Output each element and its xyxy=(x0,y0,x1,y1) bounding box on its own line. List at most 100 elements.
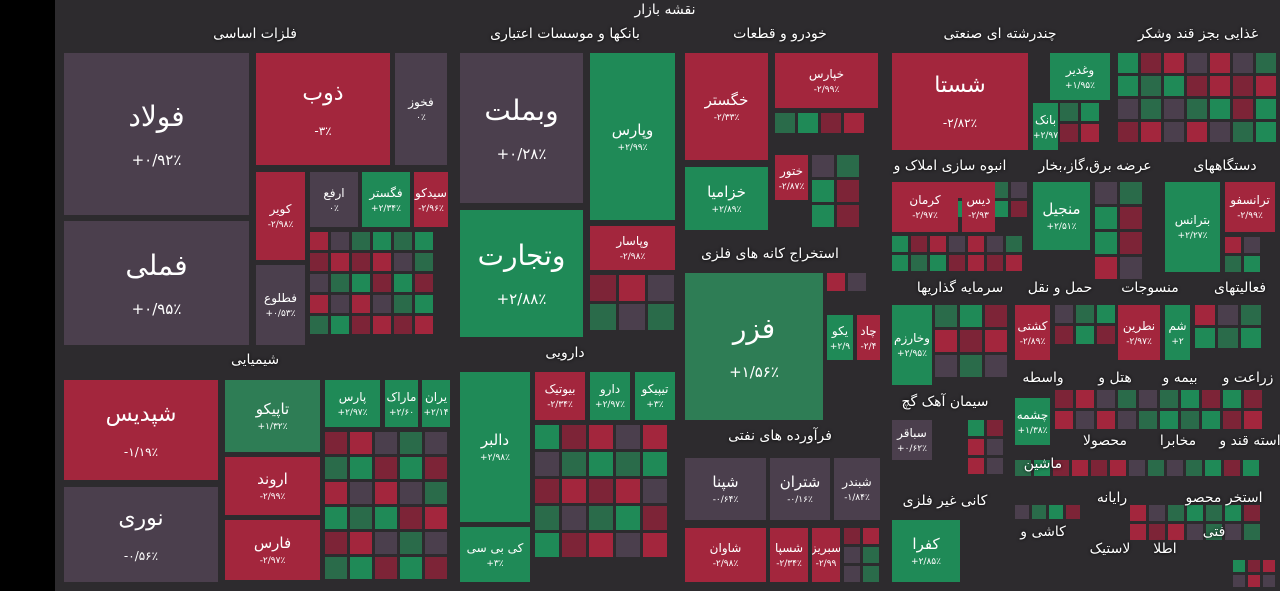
stock-name: فملی xyxy=(125,248,188,282)
filler-cell xyxy=(1055,390,1073,408)
stock-change: +۰/۵۳٪ xyxy=(265,309,296,319)
filler-cell xyxy=(375,532,397,554)
filler-cell xyxy=(844,566,860,582)
stock-tile: دیس -۲/۹۳ xyxy=(962,182,995,232)
sector-label: زراعت و xyxy=(1222,370,1274,386)
filler-cell xyxy=(987,439,1003,455)
filler-cell xyxy=(352,316,370,334)
filler-cell xyxy=(1167,460,1183,476)
stock-name: ذوب xyxy=(302,80,344,106)
sector-label: بیمه و xyxy=(1162,370,1198,386)
stock-name: فخوز xyxy=(408,95,434,109)
filler-cell xyxy=(375,482,397,504)
filler-cell xyxy=(425,532,447,554)
filler-cell xyxy=(1015,460,1031,476)
filler-cell xyxy=(1032,505,1046,519)
stock-change: +۰/۶۲٪ xyxy=(897,444,927,454)
stock-name: پارس xyxy=(338,389,367,404)
filler-cell xyxy=(968,458,984,474)
filler-cell xyxy=(1187,99,1207,119)
filler-cell xyxy=(949,255,965,271)
filler-cell xyxy=(1139,390,1157,408)
filler-cell xyxy=(643,533,667,557)
stock-tile: خپارس -۲/۹۹٪ xyxy=(775,53,878,108)
filler-cell xyxy=(1225,256,1241,272)
filler-cell xyxy=(1015,505,1029,519)
stock-change: -۲/۳۳٪ xyxy=(713,112,740,123)
filler-cell xyxy=(1053,460,1069,476)
stock-tile: وپارس +۲/۹۹٪ xyxy=(590,53,675,220)
filler-cell xyxy=(619,275,645,301)
stock-tile: بترانس +۲/۲۷٪ xyxy=(1165,182,1220,272)
filler-cell xyxy=(844,528,860,544)
filler-cell xyxy=(1187,122,1207,142)
filler-cell xyxy=(373,253,391,271)
filler-cell xyxy=(1011,201,1027,217)
sector-label: مخابرا xyxy=(1159,433,1197,449)
filler-cell xyxy=(1055,305,1073,323)
stock-name: دارو xyxy=(599,382,621,396)
filler-cell xyxy=(1120,182,1142,204)
filler-cell xyxy=(1210,99,1230,119)
stock-change: +۳٪ xyxy=(646,400,664,410)
filler-cell xyxy=(352,232,370,250)
stock-name: کفرا xyxy=(912,535,940,553)
filler-cell xyxy=(863,547,879,563)
filler-cell xyxy=(1081,103,1099,121)
filler-cell xyxy=(562,479,586,503)
stock-change: +۰/۹۵٪ xyxy=(131,299,182,318)
sector-label: فتی xyxy=(1202,524,1226,540)
filler-cell xyxy=(1139,411,1157,429)
stock-tile: شم +۲ xyxy=(1165,305,1190,360)
stock-tile: چشمه +۱/۳۸٪ xyxy=(1015,398,1050,445)
filler-cell xyxy=(310,295,328,313)
stock-tile: بانک +۲/۹۷ xyxy=(1033,103,1058,150)
filler-cell xyxy=(1055,326,1073,344)
filler-cell xyxy=(1244,411,1262,429)
filler-cell xyxy=(1164,99,1184,119)
stock-change: -۳٪ xyxy=(314,123,332,138)
stock-name: وغدیر xyxy=(1065,62,1095,77)
stock-tile: وبملت +۰/۲۸٪ xyxy=(460,53,583,203)
filler-cell xyxy=(863,566,879,582)
filler-cell xyxy=(1110,460,1126,476)
stock-name: یران xyxy=(424,389,448,404)
sector-label: فعالیتهای xyxy=(1213,280,1267,296)
sector-label: شیمیایی xyxy=(230,352,280,368)
filler-cell xyxy=(1034,460,1050,476)
filler-cell xyxy=(1095,232,1117,254)
filler-cell xyxy=(1118,390,1136,408)
stock-name: ارفع xyxy=(323,185,345,200)
filler-cell xyxy=(535,506,559,530)
stock-tile: ارفع ۰٪ xyxy=(310,172,358,227)
filler-cell xyxy=(812,180,834,202)
stock-tile: شپنا -۰/۶۴٪ xyxy=(685,458,766,520)
filler-cell xyxy=(1233,76,1253,96)
stock-change: -۱/۱۹٪ xyxy=(123,444,159,459)
stock-name: خپارس xyxy=(808,66,845,81)
filler-cell xyxy=(1129,460,1145,476)
stock-tile: شستا -۲/۸۲٪ xyxy=(892,53,1028,150)
stock-change: ۰٪ xyxy=(416,113,426,123)
stock-name: دالبر xyxy=(480,431,510,449)
stock-name: فارس xyxy=(253,534,292,552)
filler-cell xyxy=(930,255,946,271)
filler-cell xyxy=(589,425,613,449)
stock-tile: دارو +۲/۹۷٪ xyxy=(590,372,630,420)
sector-label: عرضه برق،گاز،بخار xyxy=(1038,158,1152,174)
filler-cell xyxy=(1244,256,1260,272)
filler-cell xyxy=(310,253,328,271)
stock-name: کشتی xyxy=(1017,318,1048,333)
filler-cell xyxy=(400,482,422,504)
stock-change: -۲/۹۳ xyxy=(968,211,989,221)
filler-cell xyxy=(375,432,397,454)
filler-cell xyxy=(863,528,879,544)
stock-tile: وغدیر +۱/۹۵٪ xyxy=(1050,53,1110,100)
filler-cell xyxy=(1120,257,1142,279)
stock-tile: سباقر +۰/۶۲٪ xyxy=(892,420,932,460)
stock-name: بیوتیک xyxy=(544,382,576,396)
stock-change: -۲/۹۸٪ xyxy=(267,220,294,230)
filler-cell xyxy=(1205,460,1221,476)
filler-cell xyxy=(394,316,412,334)
filler-cell xyxy=(1164,122,1184,142)
